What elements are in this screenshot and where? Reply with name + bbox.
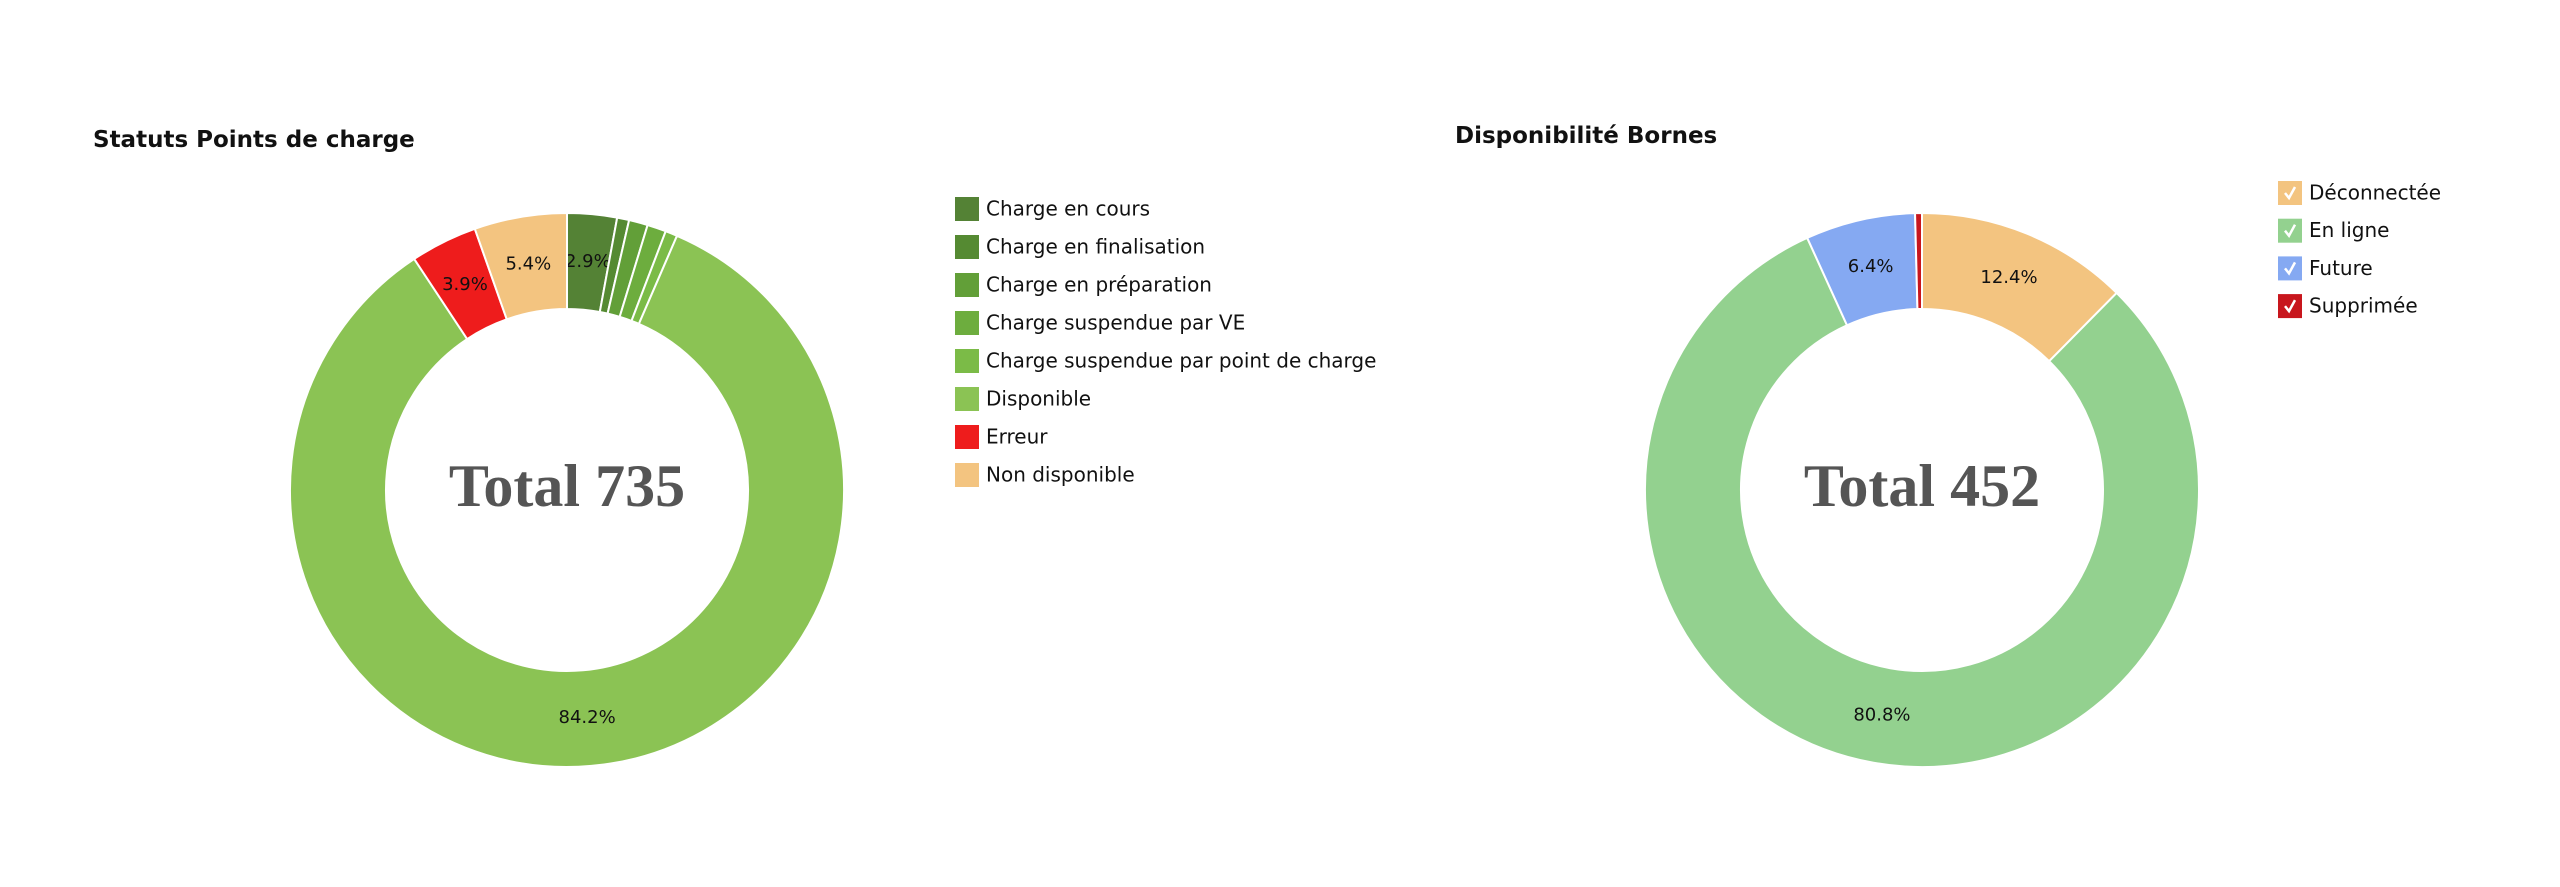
legend-swatch[interactable]	[955, 311, 979, 335]
legend-swatch[interactable]	[955, 273, 979, 297]
chart-title: Disponibilité Bornes	[1455, 123, 1717, 149]
legend-swatch[interactable]	[955, 235, 979, 259]
chart-title: Statuts Points de charge	[93, 127, 415, 153]
legend-swatch[interactable]	[2278, 218, 2302, 243]
legend-label[interactable]: En ligne	[2309, 218, 2389, 242]
donut-slice	[1643, 236, 2200, 768]
legend-check	[2284, 186, 2297, 201]
legend-label[interactable]: Non disponible	[986, 463, 1135, 487]
legend-swatch[interactable]	[2278, 181, 2302, 205]
legend-swatch[interactable]	[955, 387, 979, 411]
legend-swatch[interactable]	[955, 463, 979, 487]
donut-slice	[289, 234, 845, 768]
data-label: 3.9%	[442, 274, 488, 295]
legend-label[interactable]: Supprimée	[2309, 294, 2418, 318]
donut-slice	[1914, 211, 1923, 311]
data-label: 80.8%	[1853, 704, 1910, 725]
legend-swatch[interactable]	[2278, 256, 2302, 281]
legend-label[interactable]: Charge en préparation	[986, 273, 1212, 297]
legend-swatch[interactable]	[955, 425, 979, 449]
legend-swatch[interactable]	[955, 349, 979, 373]
legend-swatch[interactable]	[955, 197, 979, 221]
data-label: 6.4%	[1848, 256, 1894, 277]
legend-label[interactable]: Déconnectée	[2309, 181, 2441, 205]
center-text: Total 452	[1804, 453, 2040, 519]
legend-label[interactable]: Disponible	[986, 387, 1091, 411]
donut-slice	[473, 211, 568, 321]
center-text: Total 735	[449, 453, 685, 519]
legend-check	[2284, 224, 2297, 238]
legend-check	[2284, 261, 2297, 276]
legend-label[interactable]: Charge suspendue par VE	[986, 311, 1245, 335]
data-label: 5.4%	[505, 253, 551, 274]
legend-swatch[interactable]	[2278, 294, 2302, 319]
data-label: 84.2%	[559, 707, 616, 728]
legend-label[interactable]: Charge en cours	[986, 197, 1150, 221]
legend-label[interactable]: Charge suspendue par point de charge	[986, 349, 1376, 373]
data-label: 2.9%	[565, 251, 611, 272]
legend-label[interactable]: Future	[2309, 256, 2373, 280]
legend-label[interactable]: Charge en finalisation	[986, 235, 1205, 259]
legend-label[interactable]: Erreur	[986, 425, 1048, 449]
data-label: 12.4%	[1980, 267, 2037, 288]
legend-check	[2284, 299, 2297, 314]
